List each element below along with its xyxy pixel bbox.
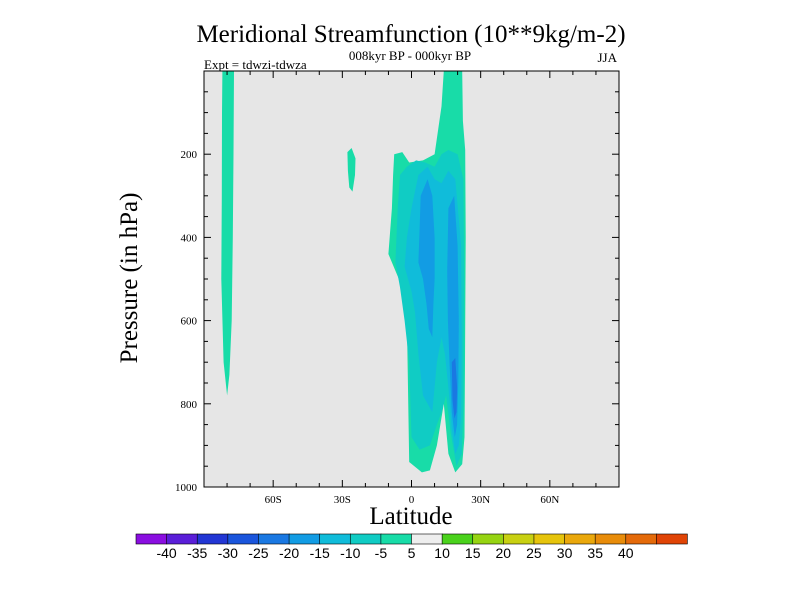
colorbar-label: 30 <box>557 545 573 561</box>
contour-sh-polar-cell <box>221 71 234 396</box>
colorbar-swatch <box>227 533 260 545</box>
x-tick-label: 60S <box>265 494 282 506</box>
contour-fills <box>221 71 466 473</box>
colorbar-label: -10 <box>340 545 360 561</box>
colorbar-swatch <box>411 533 443 545</box>
y-tick-label: 1000 <box>175 482 198 494</box>
colorbar-swatch <box>594 533 627 545</box>
colorbar-swatch <box>166 533 198 545</box>
colorbar-swatch <box>258 533 290 545</box>
colorbar-label: -15 <box>310 545 330 561</box>
contour-tropical-level-30 <box>451 358 458 419</box>
colorbar-swatch <box>625 533 658 545</box>
x-tick-label: 30N <box>471 494 490 506</box>
axis-ticks: 60S 30S 0 30N 60N 200 400 600 800 1000 <box>175 71 619 506</box>
colorbar-label: -40 <box>156 545 176 561</box>
colorbar-swatch <box>441 533 474 545</box>
colorbar-label: -35 <box>187 545 207 561</box>
contour-tropical-level-20 <box>404 166 462 454</box>
x-axis-label: Latitude <box>369 503 452 530</box>
colorbar-label: -25 <box>248 545 268 561</box>
colorbar-label: 35 <box>587 545 603 561</box>
colorbar-label: 10 <box>434 545 450 561</box>
y-tick-label: 800 <box>181 399 198 411</box>
x-tick-label: 30S <box>334 494 351 506</box>
colorbar-label: 25 <box>526 545 542 561</box>
colorbar-swatch <box>135 533 168 545</box>
colorbar: -40 -35 -30 -25 -20 -15 -10 -5 5 10 15 20 25 30 35 40 <box>135 533 688 561</box>
season-label: JJA <box>597 50 617 65</box>
chart-subtitle: 008kyr BP - 000kyr BP <box>349 48 471 63</box>
experiment-label: Expt = tdwzi-tdwza <box>204 57 307 72</box>
y-tick-label: 600 <box>181 316 198 328</box>
chart-title: Meridional Streamfunction (10**9kg/m-2) <box>196 21 625 48</box>
x-tick-label: 60N <box>540 494 559 506</box>
colorbar-swatch <box>196 533 229 545</box>
colorbar-swatch <box>503 533 535 545</box>
colorbar-swatch <box>380 533 413 545</box>
colorbar-swatch <box>656 533 688 545</box>
colorbar-label: 15 <box>465 545 481 561</box>
y-tick-label: 200 <box>181 149 198 161</box>
colorbar-label: -5 <box>375 545 388 561</box>
colorbar-swatch <box>319 533 351 545</box>
colorbar-label: -30 <box>218 545 238 561</box>
colorbar-label: 5 <box>408 545 416 561</box>
colorbar-swatch <box>564 533 596 545</box>
colorbar-label: 40 <box>618 545 634 561</box>
contour-sh-midlat-blob <box>347 148 356 192</box>
colorbar-label: 20 <box>496 545 512 561</box>
colorbar-label: -20 <box>279 545 299 561</box>
y-tick-label: 400 <box>181 232 198 244</box>
colorbar-swatch <box>349 533 382 545</box>
contour-tropical-level-25a <box>418 179 435 338</box>
colorbar-swatch <box>533 533 566 545</box>
colorbar-swatch <box>472 533 505 545</box>
y-axis-label: Pressure (in hPa) <box>116 193 143 364</box>
colorbar-swatch <box>288 533 321 545</box>
x-tick-label: 0 <box>409 494 415 506</box>
